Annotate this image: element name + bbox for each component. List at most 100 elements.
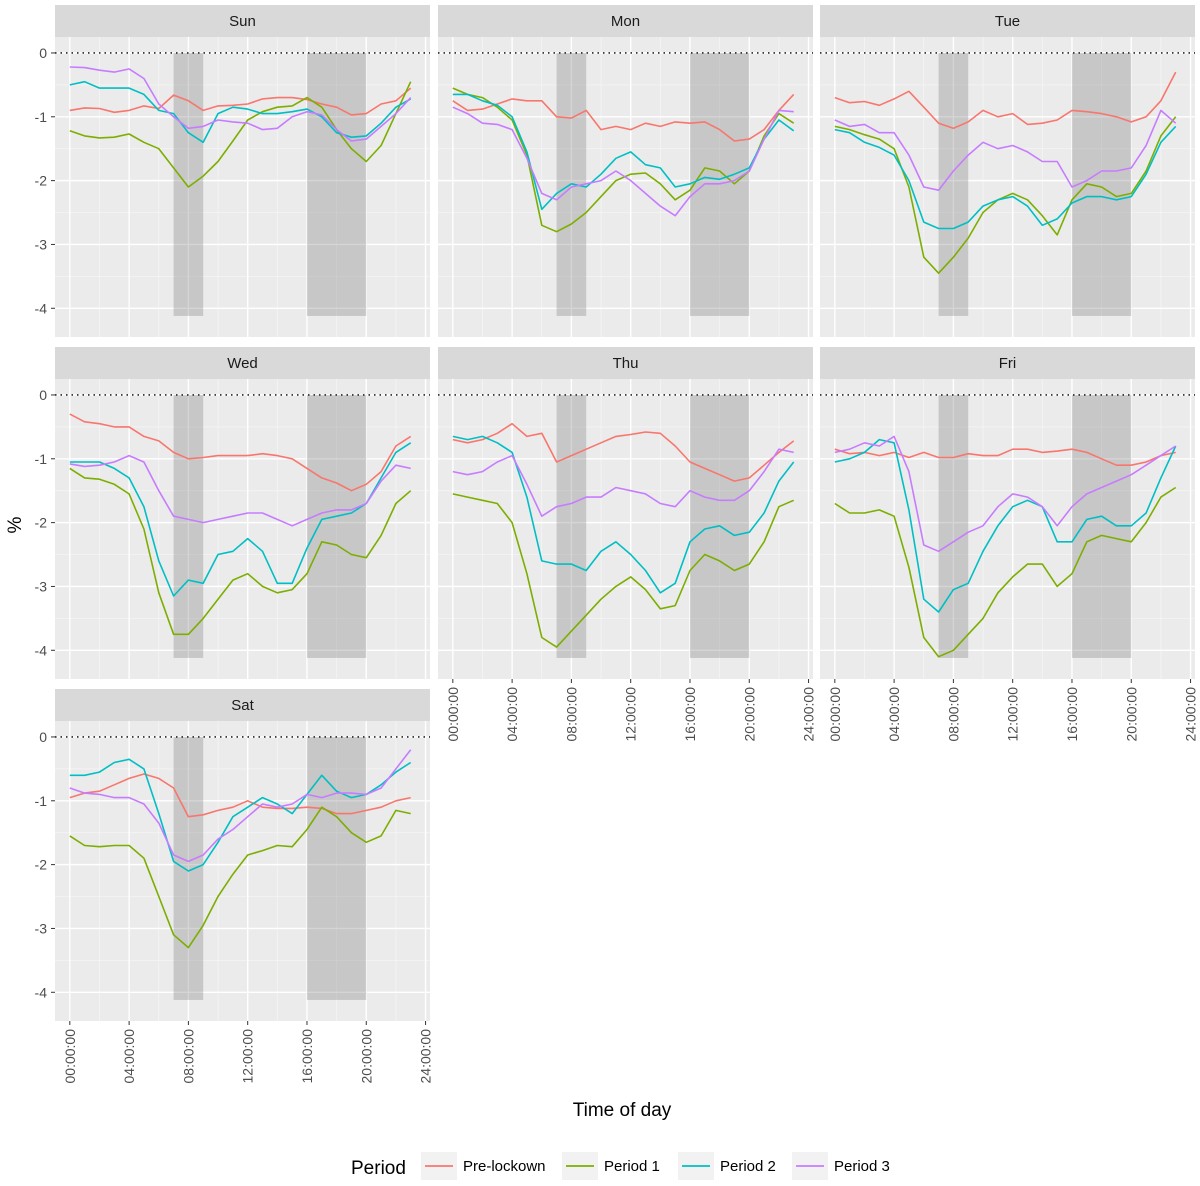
strip-label-wed: Wed <box>227 355 258 372</box>
y-tick-label: -4 <box>35 984 48 1000</box>
legend-label-period-3: Period 3 <box>834 1158 890 1175</box>
strip-label-thu: Thu <box>613 355 639 372</box>
strip-sun <box>55 5 430 37</box>
series-line-pre-lockown <box>834 71 1177 130</box>
series-line-pre-lockown <box>69 413 412 492</box>
panel-background-mon <box>438 37 813 337</box>
axis-titles: Time of day % <box>5 516 672 1121</box>
legend-label-pre-lockown: Pre-lockown <box>463 1158 546 1175</box>
strip-label-sun: Sun <box>229 13 256 30</box>
y-tick-label: -4 <box>35 642 48 658</box>
legend-title: Period <box>351 1158 406 1179</box>
x-tick-label: 16:00:00 <box>682 687 698 742</box>
strip-sat <box>55 689 430 721</box>
series-line-pre-lockown <box>452 422 795 482</box>
y-tick-label: -2 <box>35 173 48 189</box>
panel-sun: Sun 0 -1 -2 -3 -4 <box>35 5 430 337</box>
series-line-period-3 <box>69 749 412 863</box>
strip-thu <box>438 347 813 379</box>
x-tick-label: 00:00:00 <box>827 687 843 742</box>
y-axis-title: % <box>5 516 26 533</box>
legend-entry-period-1: Period 1 <box>562 1152 660 1180</box>
series-line-period-3 <box>834 109 1177 191</box>
x-tick-label: 12:00:00 <box>1005 687 1021 742</box>
shaded-band-2 <box>1071 52 1132 316</box>
x-tick-label: 20:00:00 <box>741 687 757 742</box>
series-line-pre-lockown <box>452 93 795 142</box>
shaded-band-2 <box>306 394 367 658</box>
series-line-period-3 <box>69 454 411 527</box>
x-tick-label: 20:00:00 <box>1123 687 1139 742</box>
x-tick-label: 08:00:00 <box>563 687 579 742</box>
y-tick-label: -3 <box>35 236 48 252</box>
shaded-band-1 <box>938 394 969 658</box>
x-tick-label: 08:00:00 <box>180 1029 196 1084</box>
strip-mon <box>438 5 813 37</box>
strip-label-fri: Fri <box>999 355 1017 372</box>
panel-thu: Thu 00:00:00 04:00:00 08:00:00 12:00:00 16:00… <box>438 347 817 742</box>
series-line-period-1 <box>69 81 412 188</box>
legend-label-period-1: Period 1 <box>604 1158 660 1175</box>
strip-label-sat: Sat <box>231 697 254 714</box>
strip-fri <box>820 347 1195 379</box>
x-tick-label: 04:00:00 <box>121 1029 137 1084</box>
series-line-period-2 <box>69 80 412 144</box>
series-line-period-1 <box>452 87 795 233</box>
x-tick-label: 00:00:00 <box>62 1029 78 1084</box>
panel-tue: Tue <box>820 5 1195 337</box>
y-tick-label: -2 <box>35 857 48 873</box>
y-tick-label: -1 <box>35 793 48 809</box>
series-line-period-3 <box>834 435 1177 553</box>
series-line-period-2 <box>452 435 795 594</box>
y-tick-label: 0 <box>39 45 47 61</box>
panel-background-sun <box>55 37 430 337</box>
legend: Period Pre-lockown Period 1 Period 2 Period… <box>351 1152 890 1180</box>
legend-entries: Pre-lockown Period 1 Period 2 Period 3 <box>421 1152 890 1180</box>
strip-label-mon: Mon <box>611 13 640 30</box>
y-tick-label: -3 <box>35 578 48 594</box>
panel-background-tue <box>820 37 1195 337</box>
series-line-period-3 <box>452 448 794 517</box>
series-line-period-1 <box>452 493 795 648</box>
legend-entry-period-2: Period 2 <box>678 1152 776 1180</box>
x-tick-label: 16:00:00 <box>1064 687 1080 742</box>
series-line-pre-lockown <box>69 87 412 116</box>
y-tick-label: -1 <box>35 109 48 125</box>
shaded-band-2 <box>306 736 367 1000</box>
x-tick-label: 24:00:00 <box>801 687 817 742</box>
series-line-period-2 <box>69 442 412 597</box>
y-tick-label: -1 <box>35 451 48 467</box>
legend-entry-period-3: Period 3 <box>792 1152 890 1180</box>
x-tick-label: 24:00:00 <box>1183 687 1199 742</box>
series-line-period-3 <box>69 66 412 142</box>
strip-label-tue: Tue <box>995 13 1020 30</box>
panel-wed: Wed 0 -1 -2 -3 -4 <box>35 347 430 679</box>
series-line-period-2 <box>69 758 412 872</box>
shaded-band-1 <box>173 52 204 316</box>
series-line-period-3 <box>452 106 794 217</box>
panel-sat: Sat 0 -1 -2 -3 -4 00:00:00 04:00:00 08:00:00 12:0… <box>35 689 434 1084</box>
series-line-period-2 <box>834 438 1177 613</box>
strip-tue <box>820 5 1195 37</box>
x-tick-label: 24:00:00 <box>418 1029 434 1084</box>
x-tick-label: 04:00:00 <box>504 687 520 742</box>
panel-background-sat <box>55 721 430 1021</box>
series-line-period-1 <box>69 806 411 949</box>
x-axis-title: Time of day <box>573 1100 672 1121</box>
series-line-pre-lockown <box>834 448 1176 466</box>
x-tick-label: 20:00:00 <box>358 1029 374 1084</box>
panel-background-wed <box>55 379 430 679</box>
series-line-period-1 <box>69 467 412 636</box>
panel-fri: Fri 00:00:00 04:00:00 08:00:00 12:00:00 16:00… <box>820 347 1199 742</box>
panel-background-fri <box>820 379 1195 679</box>
x-tick-label: 08:00:00 <box>945 687 961 742</box>
x-tick-label: 00:00:00 <box>445 687 461 742</box>
shaded-band-2 <box>306 52 367 316</box>
legend-label-period-2: Period 2 <box>720 1158 776 1175</box>
x-tick-label: 12:00:00 <box>623 687 639 742</box>
y-tick-label: -3 <box>35 920 48 936</box>
series-line-period-2 <box>834 125 1177 230</box>
y-tick-label: 0 <box>39 729 47 745</box>
strip-wed <box>55 347 430 379</box>
